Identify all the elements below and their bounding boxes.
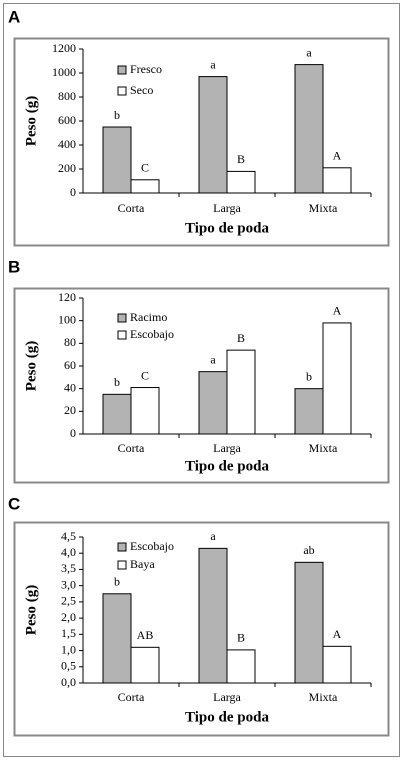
y-tick-label: 0,5 xyxy=(61,659,76,673)
legend-label: Fresco xyxy=(130,62,162,76)
legend-label: Baya xyxy=(130,557,155,571)
significance-letter: b xyxy=(114,108,120,122)
plot-frame xyxy=(13,521,390,737)
significance-letter: C xyxy=(141,161,149,175)
significance-letter: C xyxy=(141,368,149,382)
significance-letter: A xyxy=(333,304,342,318)
y-axis-title: Peso (g) xyxy=(23,341,39,391)
significance-letter: b xyxy=(114,375,120,389)
x-tick-label: Larga xyxy=(213,441,241,455)
bar xyxy=(198,371,228,435)
y-tick-label: 120 xyxy=(58,290,76,304)
bar xyxy=(322,645,352,684)
significance-letter: a xyxy=(306,45,312,59)
y-tick-label: 80 xyxy=(64,335,76,349)
significance-letter: b xyxy=(306,369,312,383)
bar xyxy=(294,388,324,435)
legend-swatch xyxy=(117,330,127,340)
significance-letter: A xyxy=(333,149,342,163)
x-tick-label: Mixta xyxy=(309,441,338,455)
significance-letter: a xyxy=(210,352,216,366)
panel-label: A xyxy=(8,7,20,26)
x-tick-label: Mixta xyxy=(309,201,338,215)
panel-label: B xyxy=(8,257,20,276)
y-tick-label: 100 xyxy=(58,312,76,326)
bar xyxy=(226,649,256,684)
x-tick-label: Larga xyxy=(213,690,241,704)
y-axis-title: Peso (g) xyxy=(23,585,39,635)
bar xyxy=(322,322,352,435)
bar xyxy=(226,170,256,194)
bar xyxy=(102,393,132,435)
x-axis-title: Tipo de poda xyxy=(185,458,269,474)
y-tick-label: 4,5 xyxy=(61,529,76,543)
y-tick-label: 20 xyxy=(64,403,76,417)
bar xyxy=(198,76,228,194)
x-tick-label: Corta xyxy=(118,201,145,215)
legend-swatch xyxy=(117,313,127,323)
y-axis-title: Peso (g) xyxy=(23,96,39,146)
bar xyxy=(294,561,324,684)
bar xyxy=(226,349,256,435)
y-tick-label: 2,0 xyxy=(61,610,76,624)
plot-frame xyxy=(13,37,390,247)
x-axis-title: Tipo de poda xyxy=(185,709,269,725)
bar xyxy=(102,593,132,684)
significance-letter: a xyxy=(210,57,216,71)
y-tick-label: 400 xyxy=(58,137,76,151)
significance-letter: B xyxy=(237,152,245,166)
legend-label: Escobajo xyxy=(130,539,174,553)
significance-letter: a xyxy=(210,529,216,543)
significance-letter: b xyxy=(114,575,120,589)
legend-label: Seco xyxy=(130,83,153,97)
significance-letter: B xyxy=(237,331,245,345)
bar xyxy=(102,126,132,194)
y-tick-label: 0 xyxy=(70,185,76,199)
significance-letter: B xyxy=(237,631,245,645)
y-tick-label: 2,5 xyxy=(61,594,76,608)
x-tick-label: Larga xyxy=(213,201,241,215)
legend-label: Escobajo xyxy=(130,327,174,341)
y-tick-label: 3,0 xyxy=(61,577,76,591)
y-tick-label: 200 xyxy=(58,161,76,175)
y-tick-label: 3,5 xyxy=(61,561,76,575)
bar xyxy=(322,167,352,194)
y-tick-label: 60 xyxy=(64,358,76,372)
y-tick-label: 1,5 xyxy=(61,626,76,640)
x-axis-title: Tipo de poda xyxy=(185,220,269,236)
significance-letter: A xyxy=(333,627,342,641)
x-tick-label: Mixta xyxy=(309,690,338,704)
significance-letter: ab xyxy=(303,543,314,557)
y-tick-label: 600 xyxy=(58,113,76,127)
y-tick-label: 1200 xyxy=(52,41,76,55)
legend-swatch xyxy=(117,65,127,75)
bar xyxy=(198,547,228,684)
bar xyxy=(130,646,160,684)
x-tick-label: Corta xyxy=(118,441,145,455)
legend-swatch xyxy=(117,86,127,96)
y-tick-label: 0,0 xyxy=(61,675,76,689)
bar xyxy=(130,179,160,194)
legend-swatch xyxy=(117,560,127,570)
significance-letter: AB xyxy=(137,628,154,642)
bar xyxy=(130,387,160,435)
panel-label: C xyxy=(8,494,20,513)
y-tick-label: 800 xyxy=(58,89,76,103)
y-tick-label: 1000 xyxy=(52,65,76,79)
y-tick-label: 0 xyxy=(70,426,76,440)
y-tick-label: 1,0 xyxy=(61,642,76,656)
bar xyxy=(294,64,324,194)
legend-swatch xyxy=(117,542,127,552)
x-tick-label: Corta xyxy=(118,690,145,704)
legend-label: Racimo xyxy=(130,310,167,324)
y-tick-label: 40 xyxy=(64,380,76,394)
y-tick-label: 4,0 xyxy=(61,545,76,559)
plot-frame xyxy=(13,287,390,484)
